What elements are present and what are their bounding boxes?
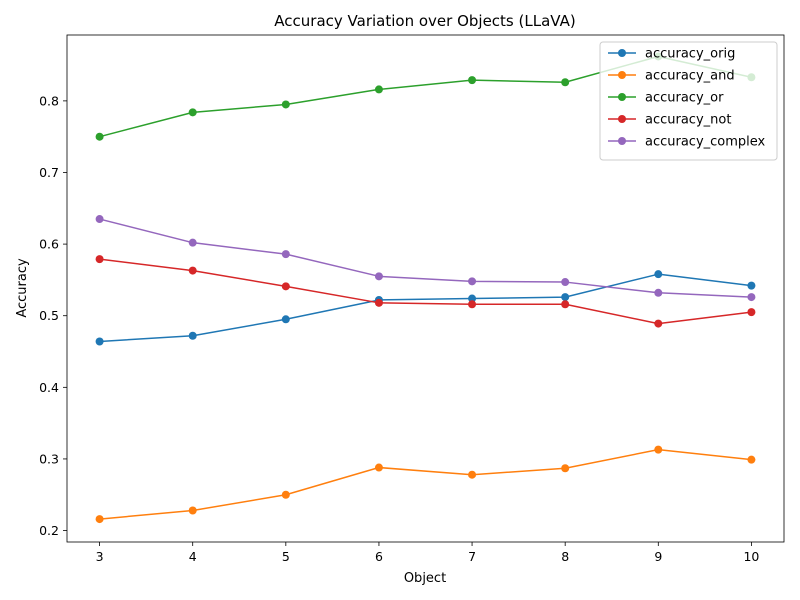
legend-marker-accuracy_orig (618, 49, 626, 57)
x-tick-label-9: 9 (654, 549, 662, 564)
legend-label-accuracy_and: accuracy_and (645, 69, 735, 84)
data-point-accuracy_orig-5 (281, 315, 290, 324)
series-line-accuracy_and (99, 448, 752, 520)
data-point-accuracy_or-5 (281, 100, 290, 109)
data-point-accuracy_not-9 (654, 319, 663, 328)
legend-marker-accuracy_complex (618, 137, 626, 145)
data-point-accuracy_not-8 (561, 300, 570, 309)
data-point-accuracy_and-5 (281, 490, 290, 499)
data-point-accuracy_or-3 (95, 132, 104, 141)
data-point-accuracy_not-6 (374, 298, 383, 307)
series-line-accuracy_not (99, 258, 752, 325)
data-point-accuracy_or-4 (188, 108, 197, 117)
data-point-accuracy_not-5 (281, 282, 290, 291)
data-point-accuracy_complex-8 (561, 278, 570, 287)
x-tick-label-6: 6 (375, 549, 383, 564)
data-point-accuracy_and-4 (188, 506, 197, 515)
y-tick-label-0.7: 0.7 (39, 165, 59, 180)
data-point-accuracy_complex-5 (281, 250, 290, 259)
x-tick-label-8: 8 (561, 549, 569, 564)
y-axis-label: Accuracy (15, 258, 30, 318)
data-point-accuracy_or-7 (468, 76, 477, 85)
data-point-accuracy_not-10 (747, 308, 756, 317)
legend-box (599, 41, 778, 161)
data-point-accuracy_orig-4 (188, 331, 197, 340)
series-line-accuracy_orig (99, 273, 752, 343)
data-point-accuracy_and-9 (654, 445, 663, 454)
data-point-accuracy_complex-4 (188, 238, 197, 247)
x-tick-label-4: 4 (189, 549, 197, 564)
data-point-accuracy_and-10 (747, 455, 756, 464)
legend-label-accuracy_or: accuracy_or (645, 91, 724, 106)
legend-marker-accuracy_or (618, 93, 626, 101)
x-axis-label: Object (404, 571, 446, 586)
y-tick-label-0.5: 0.5 (39, 308, 59, 323)
data-point-accuracy_not-4 (188, 266, 197, 275)
data-point-accuracy_complex-7 (468, 277, 477, 286)
x-tick-label-3: 3 (96, 549, 104, 564)
legend: accuracy_orig accuracy_and accuracy_oraccu… (599, 41, 778, 161)
data-point-accuracy_and-7 (468, 470, 477, 479)
series-line-accuracy_complex (99, 218, 752, 298)
y-tick-label-0.4: 0.4 (39, 380, 59, 395)
y-tick-label-0.6: 0.6 (39, 237, 59, 252)
x-tick-label-10: 10 (743, 549, 759, 564)
data-point-accuracy_complex-6 (374, 272, 383, 281)
y-tick-label-0.3: 0.3 (39, 451, 59, 466)
x-tick-label-5: 5 (282, 549, 290, 564)
chart-title: Accuracy Variation over Objects (LLaVA) (274, 12, 575, 30)
data-point-accuracy_orig-8 (561, 293, 570, 302)
data-point-accuracy_or-6 (374, 85, 383, 94)
y-tick-label-0.8: 0.8 (39, 93, 59, 108)
data-point-accuracy_orig-10 (747, 281, 756, 290)
data-point-accuracy_orig-3 (95, 337, 104, 346)
data-point-accuracy_orig-7 (468, 294, 477, 303)
legend-marker-accuracy_not (618, 115, 626, 123)
data-point-accuracy_complex-10 (747, 293, 756, 302)
x-tick-label-7: 7 (468, 549, 476, 564)
data-point-accuracy_and-3 (95, 515, 104, 524)
data-point-accuracy_orig-9 (654, 270, 663, 279)
data-point-accuracy_not-7 (468, 300, 477, 309)
legend-label-accuracy_complex: accuracy_complex (645, 135, 766, 150)
y-tick-label-0.2: 0.2 (39, 523, 59, 538)
data-point-accuracy_and-6 (374, 463, 383, 472)
legend-label-accuracy_orig: accuracy_orig (645, 47, 735, 62)
data-point-accuracy_not-3 (95, 255, 104, 264)
legend-marker-accuracy_and (618, 71, 626, 79)
data-point-accuracy_or-8 (561, 78, 570, 87)
legend-label-accuracy_not: accuracy_not (645, 113, 731, 128)
data-point-accuracy_complex-9 (654, 288, 663, 297)
data-point-accuracy_complex-3 (95, 215, 104, 224)
data-point-accuracy_and-8 (561, 464, 570, 473)
plot-frame (66, 34, 785, 543)
